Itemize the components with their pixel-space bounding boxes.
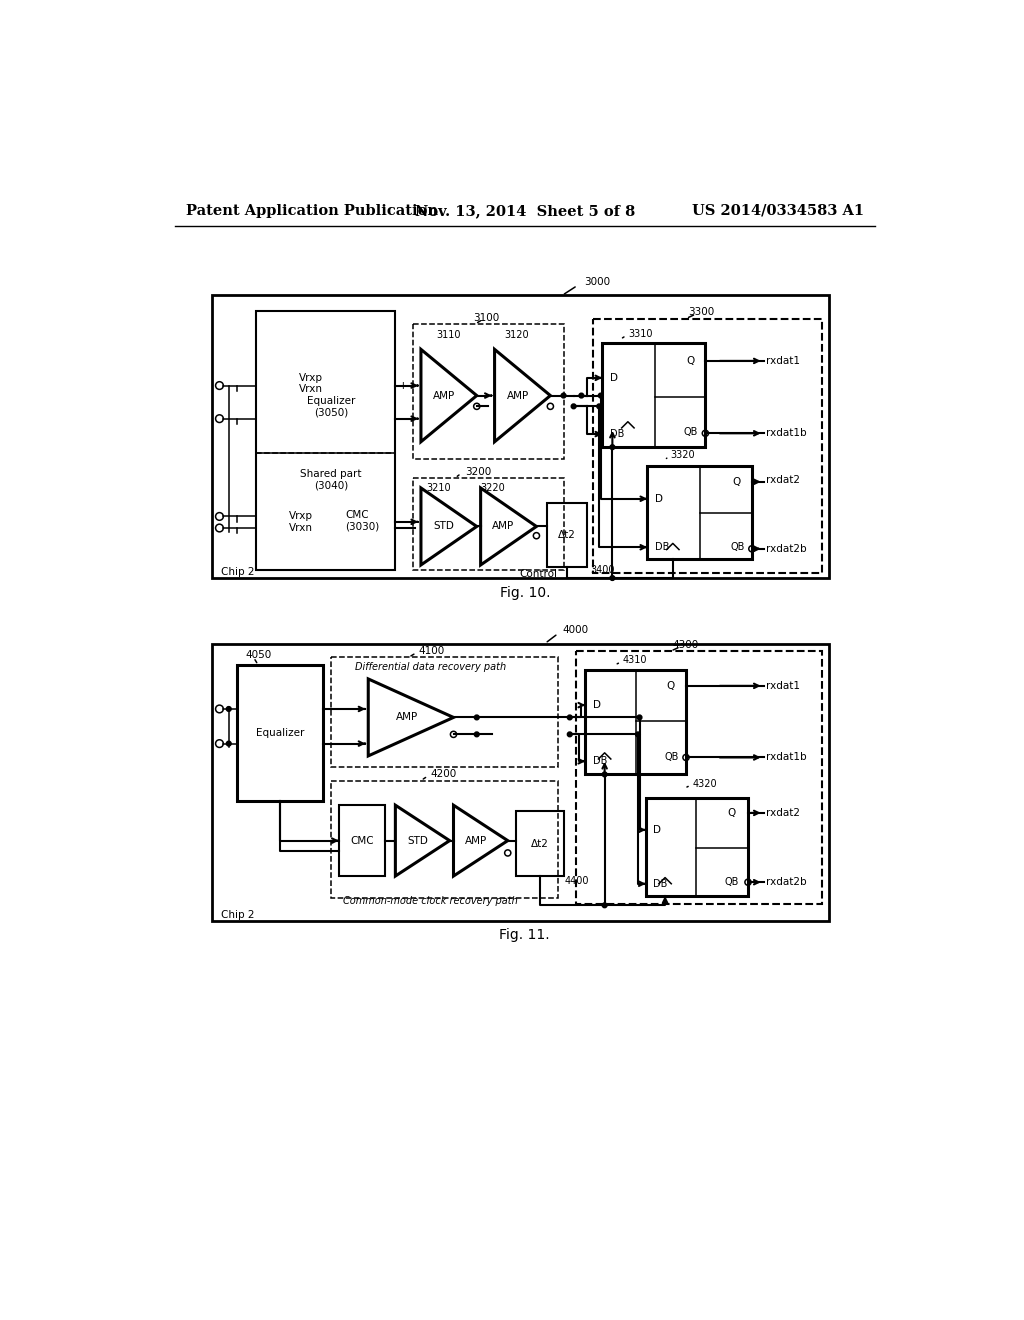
Text: Q: Q [732, 477, 740, 487]
Text: STD: STD [408, 836, 428, 846]
Text: 4400: 4400 [564, 875, 589, 886]
Circle shape [636, 733, 640, 737]
Text: 3320: 3320 [671, 450, 695, 459]
Text: rxdat2: rxdat2 [766, 475, 800, 486]
Text: Vrxp: Vrxp [299, 372, 323, 383]
Text: Δt2: Δt2 [530, 838, 549, 849]
Text: 4310: 4310 [623, 656, 647, 665]
Text: STD: STD [433, 521, 454, 532]
Text: 3210: 3210 [426, 483, 451, 492]
Circle shape [567, 733, 572, 737]
Text: D: D [610, 372, 618, 383]
Circle shape [602, 772, 607, 776]
Text: DB: DB [610, 429, 625, 440]
Circle shape [579, 393, 584, 397]
Text: Equalizer: Equalizer [256, 727, 304, 738]
Text: QB: QB [665, 752, 679, 763]
Text: QB: QB [725, 878, 739, 887]
Text: 3000: 3000 [584, 277, 610, 286]
Text: 4320: 4320 [692, 779, 717, 788]
Text: DB: DB [653, 879, 668, 888]
Text: Vrxn: Vrxn [289, 523, 313, 533]
Text: DB: DB [593, 756, 607, 767]
Text: Q: Q [686, 356, 694, 366]
Circle shape [567, 715, 572, 719]
Text: US 2014/0334583 A1: US 2014/0334583 A1 [692, 203, 864, 218]
Circle shape [474, 733, 479, 737]
Text: Equalizer: Equalizer [307, 396, 355, 407]
Circle shape [561, 393, 566, 397]
Text: AMP: AMP [433, 391, 456, 400]
Text: 3120: 3120 [504, 330, 528, 341]
Text: 3310: 3310 [628, 329, 652, 339]
Text: (3050): (3050) [314, 408, 348, 417]
Text: 3220: 3220 [480, 483, 506, 492]
Text: rxdat1: rxdat1 [766, 356, 800, 366]
Text: Chip 2: Chip 2 [221, 909, 255, 920]
Text: 3200: 3200 [465, 467, 492, 477]
Text: AMP: AMP [507, 391, 529, 400]
Text: Fig. 10.: Fig. 10. [500, 586, 550, 601]
Circle shape [637, 715, 642, 719]
Text: Chip 2: Chip 2 [221, 566, 255, 577]
Text: rxdat2b: rxdat2b [766, 878, 807, 887]
Text: Vrxp: Vrxp [289, 511, 313, 521]
Circle shape [226, 742, 231, 746]
Circle shape [602, 903, 607, 908]
Text: 4000: 4000 [562, 624, 588, 635]
Circle shape [571, 404, 575, 409]
Text: CMC: CMC [350, 836, 374, 846]
Text: AMP: AMP [396, 713, 418, 722]
Text: 4100: 4100 [419, 647, 444, 656]
Text: Shared part: Shared part [300, 469, 361, 479]
Circle shape [597, 404, 601, 409]
Text: CMC: CMC [345, 510, 369, 520]
Text: D: D [655, 494, 663, 504]
Circle shape [610, 576, 614, 581]
Text: (3030): (3030) [345, 521, 379, 532]
Text: rxdat1b: rxdat1b [766, 428, 807, 438]
Text: QB: QB [731, 543, 745, 552]
Text: 4050: 4050 [246, 649, 272, 660]
Text: AMP: AMP [465, 836, 487, 846]
Text: 3110: 3110 [436, 330, 461, 341]
Text: Q: Q [667, 681, 675, 690]
Text: Q: Q [727, 808, 735, 818]
Text: (3040): (3040) [314, 480, 348, 491]
Text: Δt2: Δt2 [558, 529, 575, 540]
Text: 3300: 3300 [688, 308, 715, 317]
Text: 3400: 3400 [590, 565, 614, 574]
Text: Fig. 11.: Fig. 11. [500, 928, 550, 941]
Text: Vrxn: Vrxn [299, 384, 323, 395]
Text: D: D [653, 825, 662, 834]
Text: rxdat1: rxdat1 [766, 681, 800, 690]
Text: rxdat2: rxdat2 [766, 808, 800, 818]
Text: D: D [593, 700, 601, 710]
Text: Differential data recovery path: Differential data recovery path [354, 661, 506, 672]
Text: QB: QB [684, 426, 698, 437]
Text: rxdat2b: rxdat2b [766, 544, 807, 554]
Text: −: − [399, 412, 410, 425]
Text: Common-mode clock recovery path: Common-mode clock recovery path [343, 896, 517, 907]
Text: rxdat1b: rxdat1b [766, 752, 807, 763]
Text: 4300: 4300 [673, 640, 699, 649]
Circle shape [598, 393, 603, 397]
Text: AMP: AMP [492, 521, 514, 532]
Text: 3100: 3100 [473, 313, 499, 323]
Text: 4200: 4200 [430, 770, 457, 779]
Text: DB: DB [655, 543, 670, 552]
Text: Control: Control [520, 569, 558, 579]
Text: Patent Application Publication: Patent Application Publication [186, 203, 438, 218]
Text: +: + [399, 380, 408, 391]
Text: Nov. 13, 2014  Sheet 5 of 8: Nov. 13, 2014 Sheet 5 of 8 [415, 203, 635, 218]
Circle shape [226, 706, 231, 711]
Circle shape [474, 715, 479, 719]
Circle shape [610, 445, 614, 449]
